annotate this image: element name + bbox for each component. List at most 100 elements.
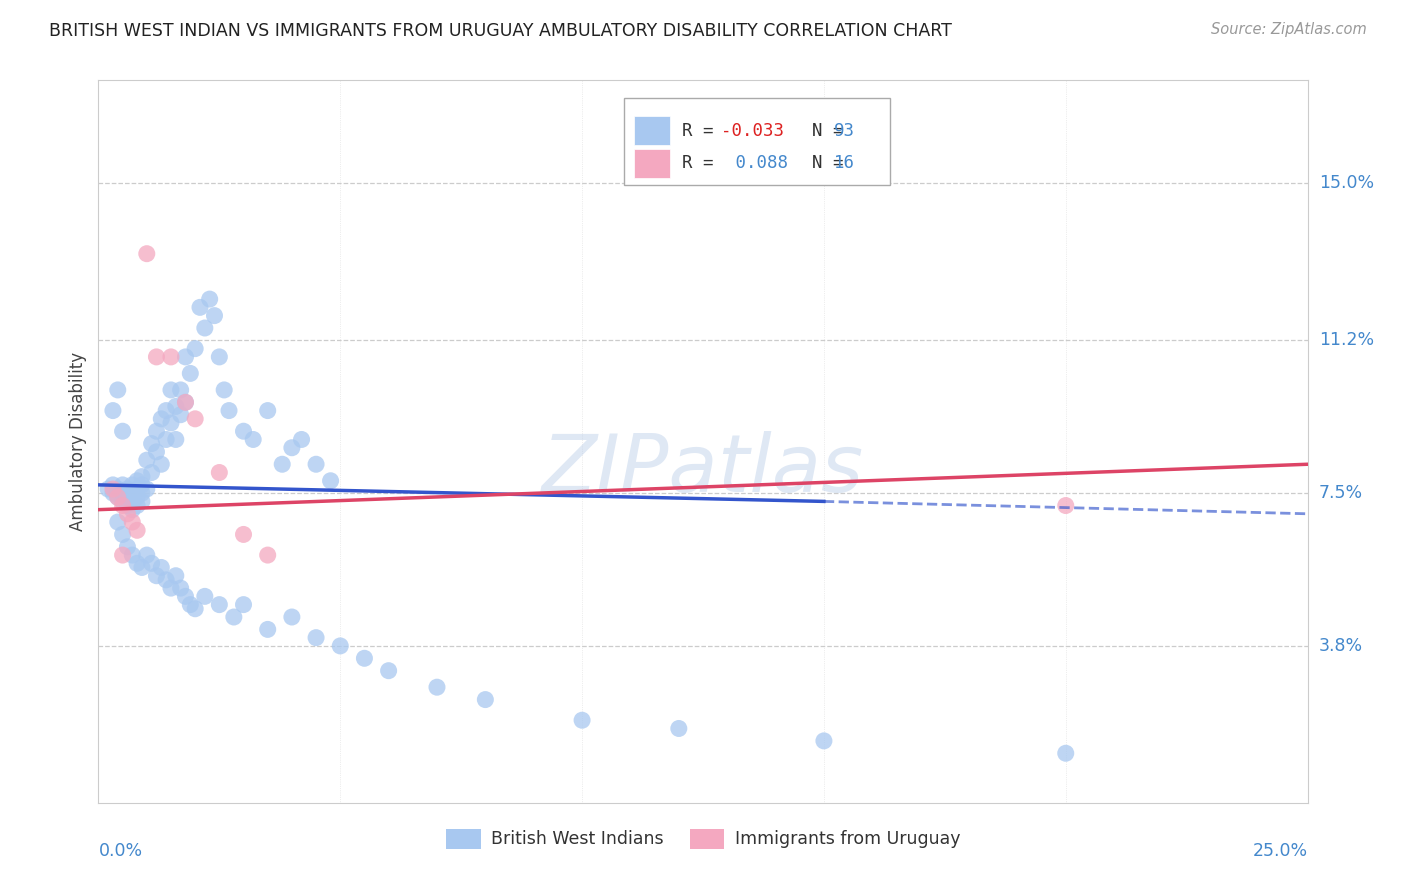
- Point: [188, 301, 211, 315]
- Point: [127, 499, 149, 513]
- Point: [121, 515, 143, 529]
- Point: [111, 499, 134, 513]
- Point: [121, 502, 143, 516]
- Point: [131, 469, 153, 483]
- Text: -0.033: -0.033: [721, 122, 785, 140]
- Point: [145, 424, 167, 438]
- Point: [232, 598, 254, 612]
- Point: [174, 395, 197, 409]
- Point: [184, 412, 207, 426]
- Point: [208, 598, 231, 612]
- Point: [271, 457, 294, 471]
- Point: [107, 515, 129, 529]
- Text: BRITISH WEST INDIAN VS IMMIGRANTS FROM URUGUAY AMBULATORY DISABILITY CORRELATION: BRITISH WEST INDIAN VS IMMIGRANTS FROM U…: [49, 22, 952, 40]
- Point: [256, 623, 278, 637]
- Point: [571, 713, 593, 727]
- Text: 25.0%: 25.0%: [1253, 842, 1308, 860]
- Point: [145, 568, 167, 582]
- Point: [232, 527, 254, 541]
- Text: Source: ZipAtlas.com: Source: ZipAtlas.com: [1211, 22, 1367, 37]
- Point: [165, 433, 187, 447]
- Point: [155, 573, 177, 587]
- Point: [121, 478, 143, 492]
- Point: [150, 457, 173, 471]
- Point: [117, 499, 139, 513]
- Point: [117, 507, 139, 521]
- Point: [101, 486, 124, 500]
- Point: [813, 734, 835, 748]
- Point: [290, 433, 312, 447]
- Point: [218, 403, 240, 417]
- Point: [101, 482, 124, 496]
- Point: [145, 445, 167, 459]
- Point: [121, 548, 143, 562]
- Point: [204, 309, 226, 323]
- Text: 11.2%: 11.2%: [1319, 332, 1374, 350]
- Bar: [634, 149, 671, 178]
- Point: [1054, 746, 1077, 760]
- Point: [97, 482, 120, 496]
- Point: [256, 403, 278, 417]
- Text: R =: R =: [682, 122, 724, 140]
- Point: [141, 436, 163, 450]
- Text: N =: N =: [792, 122, 855, 140]
- Point: [107, 383, 129, 397]
- Text: 15.0%: 15.0%: [1319, 175, 1374, 193]
- Point: [242, 433, 264, 447]
- Point: [208, 466, 231, 480]
- Point: [160, 350, 183, 364]
- Point: [131, 486, 153, 500]
- Point: [1054, 499, 1077, 513]
- Point: [256, 548, 278, 562]
- Point: [353, 651, 375, 665]
- Point: [426, 680, 449, 694]
- Point: [127, 490, 149, 504]
- Point: [117, 490, 139, 504]
- Point: [127, 557, 149, 571]
- Point: [160, 383, 183, 397]
- Point: [117, 540, 139, 554]
- Point: [329, 639, 352, 653]
- Point: [281, 610, 304, 624]
- Point: [150, 560, 173, 574]
- Y-axis label: Ambulatory Disability: Ambulatory Disability: [69, 352, 87, 531]
- Point: [160, 581, 183, 595]
- Point: [141, 466, 163, 480]
- Point: [111, 486, 134, 500]
- Text: 0.088: 0.088: [724, 154, 787, 172]
- Point: [184, 342, 207, 356]
- Point: [305, 631, 328, 645]
- Point: [111, 527, 134, 541]
- Point: [121, 494, 143, 508]
- Point: [160, 416, 183, 430]
- Point: [222, 610, 245, 624]
- Point: [131, 494, 153, 508]
- Text: 7.5%: 7.5%: [1319, 484, 1362, 502]
- Text: 93: 93: [834, 122, 855, 140]
- Point: [212, 383, 235, 397]
- Point: [319, 474, 342, 488]
- Text: N =: N =: [792, 154, 855, 172]
- Point: [169, 581, 191, 595]
- FancyBboxPatch shape: [624, 98, 890, 185]
- Point: [305, 457, 328, 471]
- Point: [150, 412, 173, 426]
- Point: [474, 692, 496, 706]
- Point: [165, 400, 187, 414]
- Point: [281, 441, 304, 455]
- Point: [127, 474, 149, 488]
- Legend: British West Indians, Immigrants from Uruguay: British West Indians, Immigrants from Ur…: [439, 822, 967, 855]
- Point: [194, 321, 217, 335]
- Text: ZIPatlas: ZIPatlas: [541, 432, 865, 509]
- Point: [117, 482, 139, 496]
- Point: [107, 482, 129, 496]
- Point: [174, 395, 197, 409]
- Point: [141, 557, 163, 571]
- Point: [184, 601, 207, 615]
- Point: [155, 433, 177, 447]
- Point: [668, 722, 690, 736]
- Point: [127, 482, 149, 496]
- Point: [135, 482, 157, 496]
- Point: [179, 598, 201, 612]
- Point: [111, 494, 134, 508]
